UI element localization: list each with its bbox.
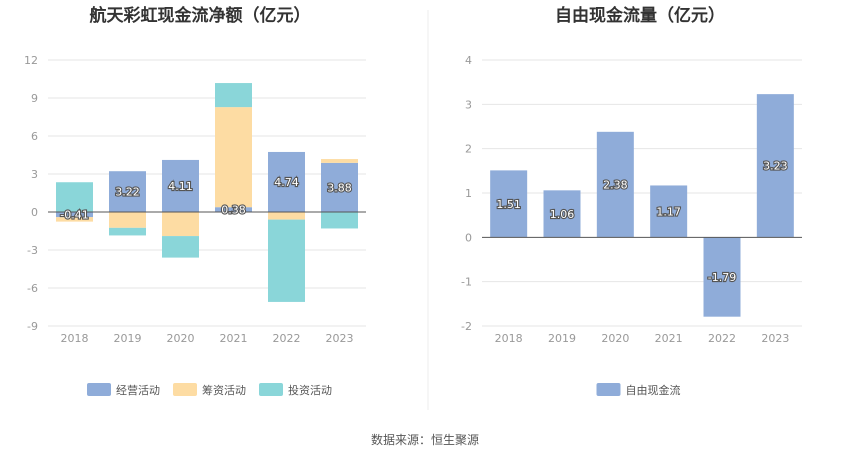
free-cashflow-xtick-label: 2020 [601,332,629,345]
free-cashflow-xtick-label: 2023 [761,332,789,345]
free-cashflow-data-label: 1.51 [496,198,521,211]
net-cashflow-ytick-label: -9 [27,320,38,333]
free-cashflow-ytick-label: 2 [465,143,472,156]
net-cashflow-bar [56,182,93,212]
net-cashflow-bar [56,217,93,222]
net-cashflow-data-label: -0.41 [60,209,88,222]
free-cashflow-bar [596,131,634,238]
free-cashflow-legend-label: 自由现金流 [626,383,681,397]
net-cashflow-xtick-label: 2019 [114,332,142,345]
net-cashflow-bar [321,212,358,229]
free-cashflow-bar [756,94,794,238]
source-note: 数据来源：恒生聚源 [371,432,479,447]
free-cashflow-data-label: 1.06 [550,208,575,221]
free-cashflow-ytick-label: 0 [465,231,472,244]
net-cashflow-ytick-label: 9 [31,92,38,105]
free-cashflow-data-label: -1.79 [708,271,736,284]
net-cashflow-xtick-label: 2020 [167,332,195,345]
free-cashflow-ytick-label: 4 [465,54,472,67]
net-cashflow-ytick-label: -3 [27,244,38,257]
net-cashflow-legend-label: 投资活动 [288,383,332,397]
free-cashflow-data-label: 1.17 [656,205,681,218]
free-cashflow-legend-swatch [596,383,621,396]
net-cashflow-bar [268,151,305,212]
net-cashflow-ytick-label: 3 [31,168,38,181]
net-cashflow-data-label: 0.38 [221,204,246,217]
net-cashflow-bar [162,212,199,237]
free-cashflow-xtick-label: 2022 [708,332,736,345]
net-cashflow-bar [321,159,358,163]
net-cashflow-xtick-label: 2023 [326,332,354,345]
net-cashflow-bar [162,236,199,258]
free-cashflow-title: 自由现金流量（亿元） [555,5,725,26]
net-cashflow-legend-swatch [259,383,283,396]
net-cashflow-legend-swatch [87,383,111,396]
net-cashflow-bar [268,212,305,220]
net-cashflow-legend-label: 经营活动 [116,383,160,397]
free-cashflow-xtick-label: 2021 [655,332,683,345]
net-cashflow-bar [109,212,146,228]
net-cashflow-bar [215,107,252,208]
net-cashflow-chart: 航天彩虹现金流净额（亿元） 12 9 6 3 0 -3 -6 -9 2018 2019 2020 20… [24,5,366,397]
free-cashflow-chart: 自由现金流量（亿元） 4 3 2 1 0 -1 -2 2018 2019 2020 2021 2022… [461,5,802,397]
free-cashflow-ytick-label: 3 [465,98,472,111]
net-cashflow-data-label: 3.88 [327,181,352,194]
free-cashflow-ytick-label: -1 [461,276,472,289]
net-cashflow-data-label: 3.22 [115,186,140,199]
net-cashflow-bar [109,227,146,236]
net-cashflow-xtick-label: 2018 [61,332,89,345]
net-cashflow-bar [162,159,199,212]
free-cashflow-ytick-label: 1 [465,187,472,200]
free-cashflow-data-label: 3.23 [763,160,788,173]
net-cashflow-ytick-label: 0 [31,206,38,219]
free-cashflow-xtick-label: 2019 [548,332,576,345]
free-cashflow-bar [650,185,688,238]
net-cashflow-bar [56,212,93,218]
net-cashflow-ytick-label: 6 [31,130,38,143]
net-cashflow-data-label: 4.11 [168,180,193,193]
net-cashflow-ytick-label: -6 [27,282,38,295]
net-cashflow-ytick-label: 12 [24,54,38,67]
net-cashflow-data-label: 4.74 [274,176,299,189]
net-cashflow-bar [321,162,358,212]
net-cashflow-legend-label: 筹资活动 [202,383,246,397]
net-cashflow-xtick-label: 2022 [273,332,301,345]
net-cashflow-bar [109,171,146,212]
free-cashflow-bar [703,237,741,317]
free-cashflow-xtick-label: 2018 [495,332,523,345]
free-cashflow-data-label: 2.38 [603,179,628,192]
net-cashflow-bar [215,83,252,108]
net-cashflow-bar [268,219,305,302]
net-cashflow-bar [215,207,252,212]
free-cashflow-ytick-label: -2 [461,320,472,333]
net-cashflow-xtick-label: 2021 [220,332,248,345]
net-cashflow-legend-swatch [173,383,197,396]
free-cashflow-bar [543,190,581,238]
free-cashflow-bar [490,170,528,238]
net-cashflow-title: 航天彩虹现金流净额（亿元） [90,5,311,26]
